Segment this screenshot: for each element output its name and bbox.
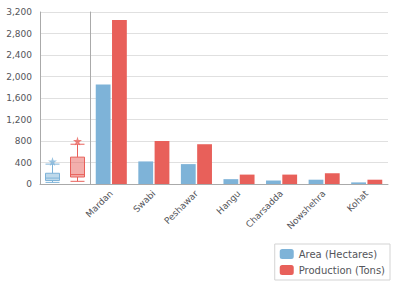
svg-text:0: 0 bbox=[26, 179, 32, 189]
svg-text:Area (Hectares): Area (Hectares) bbox=[299, 249, 378, 260]
svg-text:1,200: 1,200 bbox=[6, 115, 32, 125]
svg-text:Mardan: Mardan bbox=[84, 188, 115, 219]
svg-text:Swabi: Swabi bbox=[131, 188, 157, 214]
svg-text:Production (Tons): Production (Tons) bbox=[299, 265, 385, 276]
svg-text:2,400: 2,400 bbox=[6, 50, 32, 60]
svg-text:2,800: 2,800 bbox=[6, 29, 32, 39]
svg-text:Nowshehra: Nowshehra bbox=[285, 188, 328, 231]
svg-text:3,200: 3,200 bbox=[6, 7, 32, 17]
svg-text:400: 400 bbox=[15, 158, 32, 168]
svg-text:Peshawar: Peshawar bbox=[162, 188, 200, 226]
svg-text:Charsadda: Charsadda bbox=[244, 188, 285, 229]
svg-text:800: 800 bbox=[15, 136, 32, 146]
svg-text:1,600: 1,600 bbox=[6, 93, 32, 103]
svg-text:Hangu: Hangu bbox=[215, 188, 243, 216]
svg-text:Kohat: Kohat bbox=[345, 188, 371, 214]
svg-text:2,000: 2,000 bbox=[6, 72, 32, 82]
